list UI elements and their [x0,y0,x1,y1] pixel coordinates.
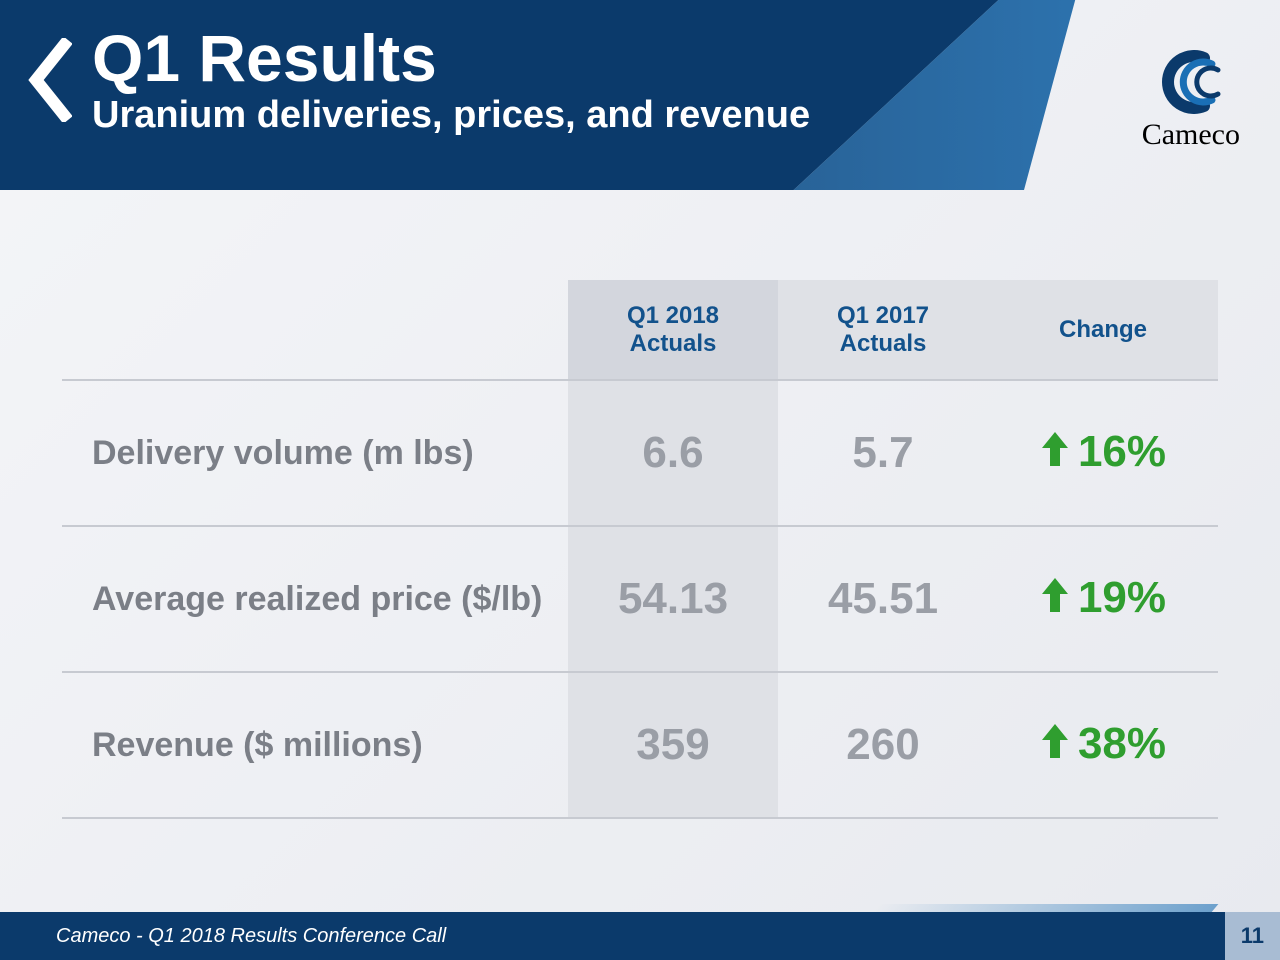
arrow-up-icon [1040,721,1070,771]
col-header-change: Change [988,280,1218,380]
results-table: Q1 2018Actuals Q1 2017Actuals Change Del… [62,280,1218,819]
table-row: Average realized price ($/lb)54.1345.511… [62,526,1218,672]
page-number: 11 [1225,912,1280,960]
value-change: 16% [988,380,1218,526]
value-q1-2018: 54.13 [568,526,778,672]
footer-caption: Cameco - Q1 2018 Results Conference Call [56,925,446,948]
logo-wordmark: Cameco [1142,118,1240,152]
arrow-up-icon [1040,575,1070,625]
slide-title: Q1 Results [92,20,810,96]
slide-subtitle: Uranium deliveries, prices, and revenue [92,94,810,137]
col-header-label: Change [1059,316,1147,343]
value-change: 38% [988,672,1218,818]
logo-mark-icon [1152,50,1230,114]
value-q1-2017: 5.7 [778,380,988,526]
chevron-left-icon [28,38,72,122]
value-change: 19% [988,526,1218,672]
metric-label: Revenue ($ millions) [62,672,568,818]
arrow-up-icon [1040,429,1070,479]
metric-label: Delivery volume (m lbs) [62,380,568,526]
table-header-row: Q1 2018Actuals Q1 2017Actuals Change [62,280,1218,380]
value-q1-2017: 45.51 [778,526,988,672]
col-header-label: Q1 2017Actuals [837,302,929,357]
value-q1-2018: 359 [568,672,778,818]
value-q1-2018: 6.6 [568,380,778,526]
col-header-metric [62,280,568,380]
title-block: Q1 Results Uranium deliveries, prices, a… [92,20,810,137]
table-row: Delivery volume (m lbs)6.65.716% [62,380,1218,526]
col-header-q1-2017: Q1 2017Actuals [778,280,988,380]
value-q1-2017: 260 [778,672,988,818]
slide-header: Q1 Results Uranium deliveries, prices, a… [0,0,1280,190]
metric-label: Average realized price ($/lb) [62,526,568,672]
col-header-label: Q1 2018Actuals [627,302,719,357]
slide-footer: Cameco - Q1 2018 Results Conference Call… [0,912,1280,960]
table-row: Revenue ($ millions)35926038% [62,672,1218,818]
col-header-q1-2018: Q1 2018Actuals [568,280,778,380]
company-logo: Cameco [1142,50,1240,152]
